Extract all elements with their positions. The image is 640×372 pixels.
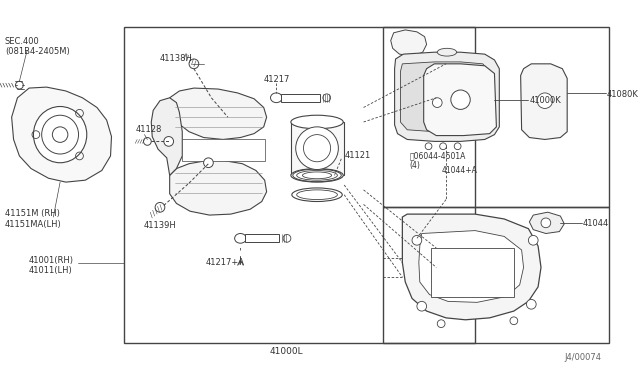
Circle shape [143, 138, 151, 145]
Circle shape [437, 320, 445, 328]
Text: 41151M (RH)
41151MA(LH): 41151M (RH) 41151MA(LH) [5, 209, 61, 229]
Ellipse shape [297, 170, 337, 180]
Text: 41080K: 41080K [607, 90, 639, 99]
Circle shape [527, 299, 536, 309]
Ellipse shape [323, 94, 331, 102]
Circle shape [529, 235, 538, 245]
Circle shape [440, 143, 447, 150]
Circle shape [454, 143, 461, 150]
Polygon shape [12, 87, 111, 182]
Circle shape [164, 137, 173, 146]
Text: 41217: 41217 [263, 76, 289, 84]
Circle shape [155, 202, 165, 212]
Circle shape [541, 218, 550, 228]
Polygon shape [395, 52, 499, 141]
Text: 41000K: 41000K [529, 96, 561, 105]
Text: 41128: 41128 [136, 125, 162, 134]
Circle shape [52, 127, 68, 142]
Polygon shape [170, 161, 267, 215]
Polygon shape [170, 88, 267, 140]
Bar [281, 94, 320, 102]
Bar [291, 122, 344, 175]
Circle shape [425, 143, 432, 150]
Text: 41044: 41044 [582, 219, 609, 228]
Bar [182, 140, 265, 161]
Text: 41044+A: 41044+A [441, 166, 477, 174]
Polygon shape [151, 98, 182, 175]
Text: SEC.400
(081B4-2405M): SEC.400 (081B4-2405M) [5, 37, 70, 56]
Circle shape [451, 90, 470, 109]
Ellipse shape [33, 106, 87, 163]
Polygon shape [529, 212, 564, 234]
Ellipse shape [283, 234, 291, 242]
Bar [431, 248, 514, 296]
Text: 41001(RH)
41011(LH): 41001(RH) 41011(LH) [29, 256, 74, 275]
Text: 41121: 41121 [344, 151, 371, 160]
Polygon shape [419, 231, 524, 302]
Polygon shape [521, 64, 567, 140]
Text: 41000L: 41000L [269, 347, 303, 356]
Polygon shape [403, 214, 541, 320]
Circle shape [189, 59, 199, 69]
Circle shape [537, 93, 552, 108]
Ellipse shape [42, 115, 79, 154]
Text: 41139H: 41139H [143, 221, 176, 230]
Ellipse shape [292, 188, 342, 202]
Bar [383, 207, 609, 343]
Bar [383, 27, 609, 207]
Circle shape [510, 317, 518, 325]
Circle shape [296, 127, 339, 170]
Text: 41217+A: 41217+A [205, 258, 244, 267]
Polygon shape [424, 64, 497, 135]
Ellipse shape [291, 115, 343, 129]
Text: と06044-4501A
(4): と06044-4501A (4) [409, 151, 465, 170]
Polygon shape [391, 30, 427, 56]
Ellipse shape [291, 169, 343, 182]
Ellipse shape [271, 93, 282, 103]
Circle shape [412, 235, 422, 245]
Text: 41138H: 41138H [160, 54, 193, 64]
Ellipse shape [437, 48, 457, 56]
Ellipse shape [235, 234, 246, 243]
Text: J4/00074: J4/00074 [564, 353, 601, 362]
Bar [245, 234, 279, 242]
Circle shape [417, 301, 427, 311]
Circle shape [433, 98, 442, 108]
Bar [124, 27, 475, 343]
Circle shape [204, 158, 213, 167]
Polygon shape [401, 62, 490, 132]
